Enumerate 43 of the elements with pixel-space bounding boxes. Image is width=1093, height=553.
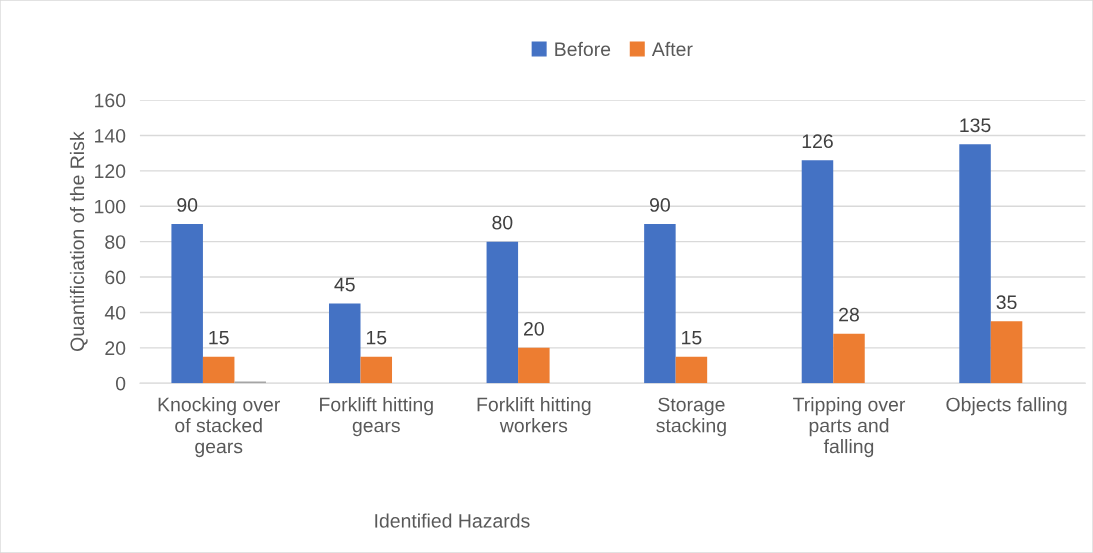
bar bbox=[328, 303, 361, 384]
y-tick-label: 80 bbox=[105, 235, 126, 249]
y-tick-label: 100 bbox=[95, 199, 126, 214]
x-tick-label: Storage stacking bbox=[656, 397, 726, 437]
y-tick-label: 40 bbox=[104, 305, 126, 320]
bar bbox=[202, 356, 235, 384]
data-label: 90 bbox=[650, 198, 670, 212]
bar bbox=[833, 333, 865, 384]
bar bbox=[486, 241, 519, 384]
data-label: 45 bbox=[334, 277, 355, 292]
legend-label: Before bbox=[555, 41, 611, 57]
x-tick-label: Forklift hitting gears bbox=[320, 397, 433, 437]
y-tick-label: 0 bbox=[115, 376, 126, 391]
data-label: 15 bbox=[682, 330, 702, 345]
data-label: 15 bbox=[209, 330, 229, 345]
bar bbox=[959, 144, 991, 384]
bar bbox=[990, 321, 1023, 384]
data-label: 28 bbox=[839, 307, 859, 322]
y-tick-label: 120 bbox=[95, 164, 126, 179]
data-label: 135 bbox=[960, 118, 991, 133]
data-label: 20 bbox=[524, 321, 544, 336]
y-tick-label: 160 bbox=[95, 93, 126, 108]
bar bbox=[360, 356, 393, 384]
data-label: 90 bbox=[177, 198, 198, 212]
x-axis-title: Identified Hazards bbox=[375, 513, 530, 528]
y-tick-label: 60 bbox=[105, 270, 126, 285]
x-tick-label: Objects falling bbox=[946, 397, 1067, 416]
bar bbox=[171, 223, 203, 384]
data-label: 80 bbox=[492, 215, 513, 230]
bar bbox=[644, 223, 676, 384]
bar bbox=[801, 160, 834, 384]
x-tick-label: Tripping over parts and falling bbox=[793, 397, 906, 458]
y-axis-title: Quantificiation of the Risk bbox=[69, 131, 88, 351]
legend-label: After bbox=[651, 41, 693, 57]
data-label: 15 bbox=[366, 330, 387, 345]
y-tick-label: 20 bbox=[105, 341, 126, 356]
bar bbox=[675, 356, 708, 384]
data-label: 126 bbox=[802, 134, 833, 149]
x-tick-label: Knocking over of stacked gears bbox=[158, 397, 280, 458]
bar bbox=[518, 347, 550, 384]
x-tick-label: Forklift hitting workers bbox=[477, 397, 591, 433]
data-label: 35 bbox=[996, 295, 1017, 310]
y-tick-label: 140 bbox=[95, 128, 126, 143]
